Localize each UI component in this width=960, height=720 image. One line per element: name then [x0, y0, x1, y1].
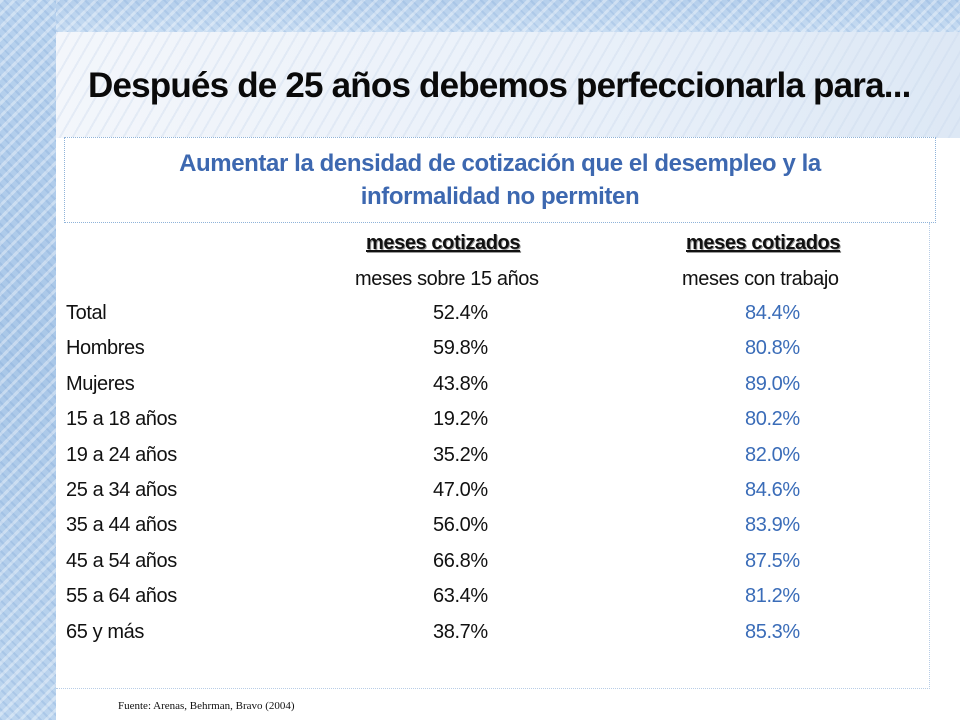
side-texture-strip: [0, 0, 56, 720]
table-row: Total 52.4% 84.4%: [0, 297, 960, 329]
subtitle-line-1: Aumentar la densidad de cotización que e…: [179, 150, 821, 177]
value-meses-con-trabajo: 81.2%: [745, 585, 800, 608]
table-row: Mujeres 43.8% 89.0%: [0, 368, 960, 400]
table-row: 25 a 34 años 47.0% 84.6%: [0, 474, 960, 506]
table-row: 19 a 24 años 35.2% 82.0%: [0, 439, 960, 471]
row-label: 55 a 64 años: [66, 585, 177, 608]
value-meses-con-trabajo: 80.8%: [745, 337, 800, 360]
value-meses-sobre-15: 56.0%: [433, 514, 488, 537]
value-meses-con-trabajo: 82.0%: [745, 443, 800, 466]
value-meses-con-trabajo: 89.0%: [745, 372, 800, 395]
table-row: Hombres 59.8% 80.8%: [0, 332, 960, 364]
row-label: 65 y más: [66, 620, 144, 643]
value-meses-sobre-15: 63.4%: [433, 585, 488, 608]
content-frame: [56, 223, 930, 689]
subtitle-box: [64, 137, 936, 223]
source-note: Fuente: Arenas, Behrman, Bravo (2004): [118, 700, 295, 712]
row-label: 25 a 34 años: [66, 479, 177, 501]
value-meses-con-trabajo: 83.9%: [745, 514, 800, 537]
value-meses-con-trabajo: 85.3%: [745, 620, 800, 643]
col1-header-top: meses cotizados: [366, 232, 521, 254]
row-label: Hombres: [66, 337, 145, 360]
value-meses-sobre-15: 66.8%: [433, 549, 488, 572]
table-row: 35 a 44 años 56.0% 83.9%: [0, 509, 960, 541]
slide-subtitle: Aumentar la densidad de cotización que e…: [64, 147, 936, 213]
value-meses-sobre-15: 35.2%: [433, 443, 488, 466]
value-meses-sobre-15: 43.8%: [433, 372, 488, 395]
row-label: Total: [66, 302, 107, 324]
col2-header-top: meses cotizados: [686, 232, 841, 254]
col2-header-bottom: meses con trabajo: [682, 268, 839, 290]
value-meses-con-trabajo: 84.6%: [745, 479, 800, 501]
value-meses-con-trabajo: 80.2%: [745, 408, 800, 431]
row-label: 15 a 18 años: [66, 408, 177, 431]
top-texture-band: [56, 0, 960, 32]
title-background: [56, 32, 960, 138]
table-row: 55 a 64 años 63.4% 81.2%: [0, 580, 960, 612]
value-meses-sobre-15: 52.4%: [433, 302, 488, 324]
value-meses-con-trabajo: 87.5%: [745, 549, 800, 572]
value-meses-sobre-15: 47.0%: [433, 479, 488, 501]
subtitle-line-2: informalidad no permiten: [360, 183, 640, 210]
row-label: 19 a 24 años: [66, 443, 177, 466]
row-label: 45 a 54 años: [66, 549, 177, 572]
table-row: 65 y más 38.7% 85.3%: [0, 616, 960, 648]
table-row: 45 a 54 años 66.8% 87.5%: [0, 545, 960, 577]
value-meses-sobre-15: 38.7%: [433, 620, 488, 643]
value-meses-con-trabajo: 84.4%: [745, 302, 800, 324]
value-meses-sobre-15: 59.8%: [433, 337, 488, 360]
row-label: Mujeres: [66, 372, 135, 395]
col1-header-bottom: meses sobre 15 años: [355, 268, 539, 290]
table-row: 15 a 18 años 19.2% 80.2%: [0, 403, 960, 435]
value-meses-sobre-15: 19.2%: [433, 408, 488, 431]
slide-title: Después de 25 años debemos perfeccionarl…: [88, 66, 911, 105]
row-label: 35 a 44 años: [66, 514, 177, 537]
